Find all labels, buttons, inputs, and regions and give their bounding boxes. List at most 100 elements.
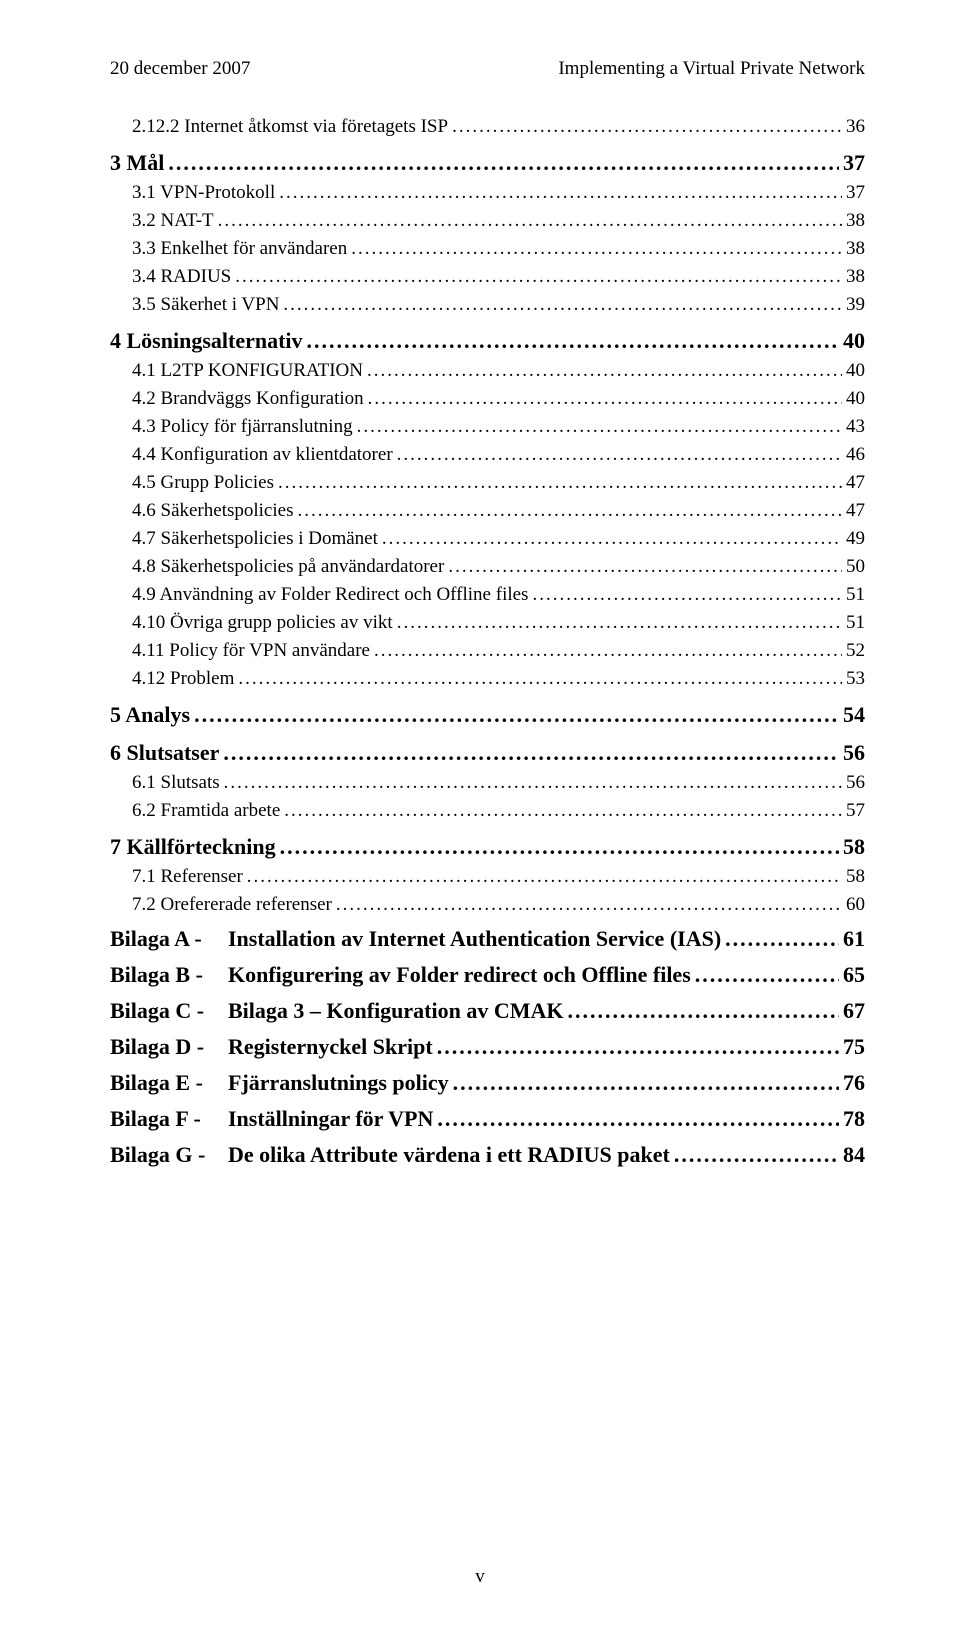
toc-entry-label: 3.1 VPN-Protokoll <box>132 182 275 204</box>
toc-leader: ........................................… <box>367 360 842 382</box>
toc-leader: ........................................… <box>374 640 842 662</box>
toc-entry: 7.1 Referenser..........................… <box>132 866 865 888</box>
toc-leader: ........................................… <box>297 500 842 522</box>
toc-entry-label: 3.5 Säkerhet i VPN <box>132 294 279 316</box>
toc-entry: 4.8 Säkerhetspolicies på användardatorer… <box>132 556 865 578</box>
toc-entry-label: 3.3 Enkelhet för användaren <box>132 238 347 260</box>
toc-leader: ........................................… <box>168 150 839 176</box>
header-title: Implementing a Virtual Private Network <box>558 58 865 80</box>
toc-entry-label: 3.4 RADIUS <box>132 266 231 288</box>
bilaga-label: Bilaga B -Konfigurering av Folder redire… <box>110 962 691 988</box>
toc-entry-page: 57 <box>846 800 865 822</box>
bilaga-prefix: Bilaga F - <box>110 1106 228 1132</box>
toc-entry-label: 3.2 NAT-T <box>132 210 214 232</box>
toc-leader: ........................................… <box>357 416 842 438</box>
toc-entry-page: 36 <box>846 116 865 138</box>
toc-entry: 4 Lösningsalternativ....................… <box>110 328 865 354</box>
toc-entry-page: 50 <box>846 556 865 578</box>
toc-entry-label: 4.6 Säkerhetspolicies <box>132 500 293 522</box>
toc-entry-page: 56 <box>846 772 865 794</box>
toc-entry-page: 37 <box>843 150 865 176</box>
toc-entry-label: 2.12.2 Internet åtkomst via företagets I… <box>132 116 448 138</box>
page-footer: v <box>0 1566 960 1588</box>
toc-entry-label: 7 Källförteckning <box>110 834 276 860</box>
toc-entry-page: 40 <box>846 388 865 410</box>
toc-leader: ........................................… <box>278 472 842 494</box>
bilaga-entry: Bilaga C -Bilaga 3 – Konfiguration av CM… <box>110 998 865 1024</box>
toc-entry-label: 4.5 Grupp Policies <box>132 472 274 494</box>
bilaga-entry: Bilaga B -Konfigurering av Folder redire… <box>110 962 865 988</box>
toc-entry-label: 4.8 Säkerhetspolicies på användardatorer <box>132 556 444 578</box>
toc-entry-page: 58 <box>846 866 865 888</box>
bilaga-prefix: Bilaga E - <box>110 1070 228 1096</box>
toc-leader: ........................................… <box>568 998 839 1024</box>
toc-entry-page: 58 <box>843 834 865 860</box>
bilaga-label: Bilaga E -Fjärranslutnings policy <box>110 1070 449 1096</box>
toc-entry: 6.1 Slutsats............................… <box>132 772 865 794</box>
toc-entry: 4.3 Policy för fjärranslutning..........… <box>132 416 865 438</box>
toc-leader: ........................................… <box>382 528 842 550</box>
toc-entry-label: 6.2 Framtida arbete <box>132 800 280 822</box>
toc-entry-page: 53 <box>846 668 865 690</box>
toc-entry-page: 47 <box>846 500 865 522</box>
toc-entry-label: 6.1 Slutsats <box>132 772 220 794</box>
toc-entry-page: 49 <box>846 528 865 550</box>
toc-entry: 4.12 Problem............................… <box>132 668 865 690</box>
toc-leader: ........................................… <box>452 116 842 138</box>
toc-entry: 3.5 Säkerhet i VPN......................… <box>132 294 865 316</box>
toc-entry-label: 5 Analys <box>110 702 190 728</box>
toc-entry-page: 54 <box>843 702 865 728</box>
toc-entry-page: 52 <box>846 640 865 662</box>
bilaga-title: Inställningar för VPN <box>228 1106 433 1131</box>
toc-entry: 7 Källförteckning.......................… <box>110 834 865 860</box>
bilaga-page: 67 <box>843 998 865 1024</box>
toc-leader: ........................................… <box>235 266 842 288</box>
toc-entry: 3.4 RADIUS..............................… <box>132 266 865 288</box>
toc-leader: ........................................… <box>238 668 842 690</box>
toc-entry: 4.9 Användning av Folder Redirect och Of… <box>132 584 865 606</box>
toc-leader: ........................................… <box>280 834 839 860</box>
bilaga-page: 84 <box>843 1142 865 1168</box>
toc-entry-page: 47 <box>846 472 865 494</box>
toc-entry: 3 Mål...................................… <box>110 150 865 176</box>
bilaga-label: Bilaga A -Installation av Internet Authe… <box>110 926 721 952</box>
bilaga-label: Bilaga D -Registernyckel Skript <box>110 1034 433 1060</box>
page-number: v <box>475 1566 485 1587</box>
toc-entry: 4.6 Säkerhetspolicies...................… <box>132 500 865 522</box>
toc-entry-label: 4 Lösningsalternativ <box>110 328 303 354</box>
toc-leader: ........................................… <box>453 1070 839 1096</box>
toc-entry-label: 7.2 Orefererade referenser <box>132 894 332 916</box>
toc-entry-label: 4.12 Problem <box>132 668 234 690</box>
toc-entry-page: 46 <box>846 444 865 466</box>
toc-leader: ........................................… <box>725 926 839 952</box>
toc-entry: 6.2 Framtida arbete.....................… <box>132 800 865 822</box>
toc-entry-label: 4.7 Säkerhetspolicies i Domänet <box>132 528 378 550</box>
toc-entry-page: 40 <box>846 360 865 382</box>
toc-leader: ........................................… <box>284 800 842 822</box>
toc-leader: ........................................… <box>307 328 839 354</box>
toc-entry: 2.12.2 Internet åtkomst via företagets I… <box>132 116 865 138</box>
toc-entry-page: 39 <box>846 294 865 316</box>
toc-entry-page: 37 <box>846 182 865 204</box>
toc-leader: ........................................… <box>279 182 842 204</box>
bilaga-entry: Bilaga A -Installation av Internet Authe… <box>110 926 865 952</box>
toc-entry: 4.4 Konfiguration av klientdatorer......… <box>132 444 865 466</box>
toc-leader: ........................................… <box>223 740 839 766</box>
toc-entry-label: 4.3 Policy för fjärranslutning <box>132 416 353 438</box>
toc-entry: 3.3 Enkelhet för användaren.............… <box>132 238 865 260</box>
toc-entry: 3.1 VPN-Protokoll.......................… <box>132 182 865 204</box>
bilaga-prefix: Bilaga B - <box>110 962 228 988</box>
toc-leader: ........................................… <box>283 294 842 316</box>
toc-entry-page: 43 <box>846 416 865 438</box>
toc-leader: ........................................… <box>674 1142 839 1168</box>
toc-entry-page: 56 <box>843 740 865 766</box>
toc-entry-page: 40 <box>843 328 865 354</box>
bilaga-label: Bilaga F -Inställningar för VPN <box>110 1106 433 1132</box>
toc-entry: 4.2 Brandväggs Konfiguration............… <box>132 388 865 410</box>
toc-leader: ........................................… <box>397 444 842 466</box>
toc-leader: ........................................… <box>532 584 842 606</box>
bilaga-prefix: Bilaga C - <box>110 998 228 1024</box>
bilaga-page: 61 <box>843 926 865 952</box>
bilaga-title: Fjärranslutnings policy <box>228 1070 449 1095</box>
toc-entry-label: 6 Slutsatser <box>110 740 219 766</box>
